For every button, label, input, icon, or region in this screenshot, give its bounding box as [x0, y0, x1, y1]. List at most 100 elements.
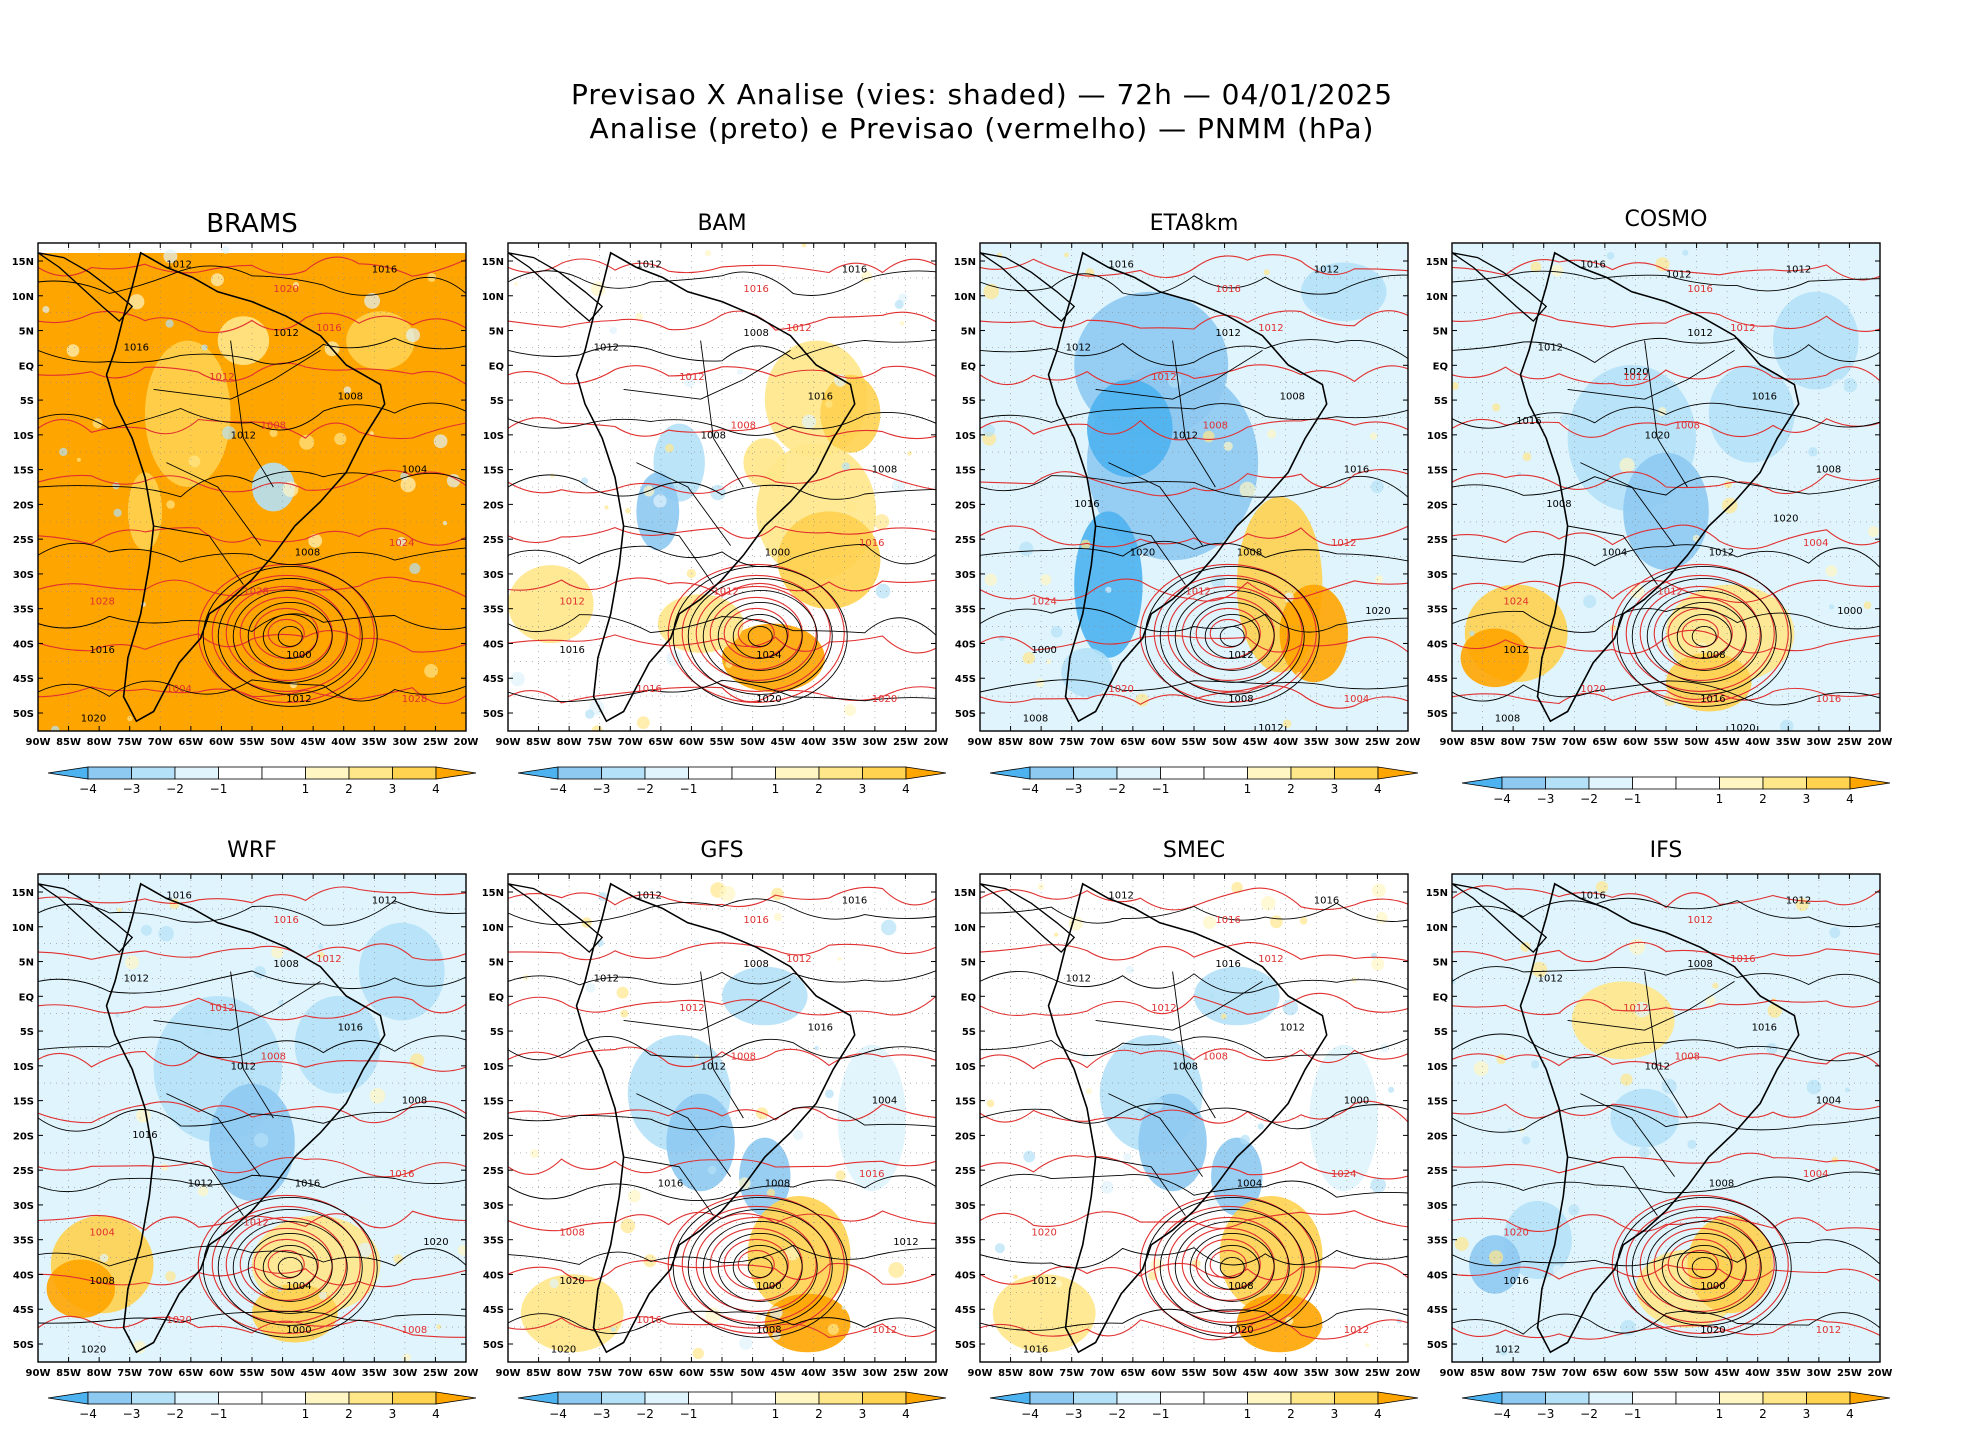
- forecast-isobar-label: 1012: [679, 372, 704, 383]
- lat-tick-label: 15S: [955, 1097, 976, 1108]
- lon-tick-label: 45W: [301, 737, 326, 748]
- colorbar-label: −1: [1624, 792, 1642, 806]
- lon-tick-label: 40W: [801, 1368, 826, 1379]
- colorbar-label: −2: [1108, 782, 1126, 796]
- south-america-coastline: [105, 251, 386, 723]
- lat-tick-label: 10S: [13, 1062, 34, 1073]
- lat-tick-label: 35S: [1427, 1236, 1448, 1247]
- lon-tick-label: 60W: [209, 1368, 234, 1379]
- colorbar-segment: [1545, 776, 1590, 790]
- analysis-isobar: [38, 970, 466, 994]
- lat-tick-label: 5N: [489, 327, 504, 338]
- analysis-isobar-label: 1012: [1538, 974, 1563, 985]
- analysis-isobar-label: 1000: [1700, 1281, 1725, 1292]
- lat-tick-label: 25S: [955, 535, 976, 546]
- lat-tick-label: 15N: [12, 257, 34, 268]
- analysis-isobar: [1452, 680, 1880, 706]
- forecast-isobar-label: 1016: [1687, 284, 1712, 295]
- forecast-isobar: [1452, 524, 1880, 550]
- panel-title-wrf: WRF: [227, 838, 277, 863]
- lat-tick-label: EQ: [1433, 992, 1448, 1003]
- lat-tick-label: 30S: [483, 570, 504, 581]
- colorbar-segment: [688, 1391, 733, 1405]
- bias-region: [743, 438, 787, 487]
- colorbar-label: 3: [1803, 792, 1811, 806]
- lon-tick-label: 50W: [1684, 737, 1709, 748]
- bias-region: [1708, 365, 1795, 463]
- forecast-isobar-label: 1020: [1031, 1227, 1056, 1238]
- colorbar-segment: [1203, 1391, 1248, 1405]
- lon-tick-label: 45W: [1715, 737, 1740, 748]
- lat-tick-label: 45S: [483, 1305, 504, 1316]
- south-america-coastline: [1047, 251, 1328, 723]
- forecast-isobar: [980, 1262, 1408, 1285]
- lon-tick-label: 80W: [1029, 1368, 1054, 1379]
- analysis-isobar-label: 1016: [124, 343, 149, 354]
- colorbar-label: −3: [1537, 1407, 1555, 1421]
- colorbar-label: −2: [166, 1407, 184, 1421]
- lat-tick-label: 30S: [1427, 570, 1448, 581]
- forecast-isobar-label: 1012: [1258, 954, 1283, 965]
- colorbar-label: −1: [680, 782, 698, 796]
- colorbar-label: −3: [1065, 782, 1083, 796]
- forecast-isobar: [38, 527, 466, 546]
- analysis-isobar: [508, 1106, 936, 1131]
- forecast-isobar-label: 1008: [1203, 421, 1228, 432]
- analysis-isobar-label: 1016: [1215, 959, 1240, 970]
- lon-tick-label: 65W: [648, 1368, 673, 1379]
- lon-tick-label: 60W: [679, 737, 704, 748]
- lon-tick-label: 45W: [1243, 737, 1268, 748]
- colorbar-segment: [1806, 1391, 1851, 1405]
- forecast-isobar: [508, 886, 936, 908]
- analysis-isobar: [980, 1173, 1408, 1198]
- analysis-isobar: [508, 970, 936, 986]
- lat-tick-label: 10N: [1426, 292, 1448, 303]
- lat-tick-label: 15N: [482, 888, 504, 899]
- lon-tick-label: 45W: [301, 1368, 326, 1379]
- forecast-isobar: [508, 1260, 936, 1285]
- central-america-coastline: [508, 252, 604, 323]
- analysis-isobar-label: 1020: [1730, 723, 1755, 734]
- analysis-isobar: [508, 474, 936, 500]
- forecast-isobar: [1452, 418, 1880, 438]
- bias-region: [1469, 1235, 1521, 1294]
- analysis-isobar-label: 1008: [743, 328, 768, 339]
- lat-tick-label: 40S: [1427, 1270, 1448, 1281]
- analysis-isobar-label: 1016: [1752, 391, 1777, 402]
- forecast-isobar-label: 1016: [636, 684, 661, 695]
- forecast-isobar: [508, 258, 936, 274]
- analysis-isobar-label: 1012: [893, 1237, 918, 1248]
- lat-tick-label: 35S: [13, 605, 34, 616]
- forecast-isobar: [508, 417, 936, 440]
- analysis-isobar-label: 1000: [286, 650, 311, 661]
- lat-tick-label: 10N: [954, 292, 976, 303]
- colorbar-label: −1: [1152, 1407, 1170, 1421]
- lat-tick-label: 30S: [13, 570, 34, 581]
- lat-tick-label: 10S: [955, 1062, 976, 1073]
- lon-tick-label: 50W: [1212, 737, 1237, 748]
- lon-tick-label: 65W: [1120, 737, 1145, 748]
- colorbar-segment: [1334, 766, 1379, 780]
- forecast-isobar: [1452, 1214, 1880, 1233]
- lon-tick-label: 30W: [392, 737, 417, 748]
- forecast-isobar-label: 1012: [1687, 915, 1712, 926]
- colorbar-label: −2: [1580, 1407, 1598, 1421]
- bias-region: [1751, 971, 1838, 1070]
- lat-tick-label: EQ: [1433, 361, 1448, 372]
- lat-tick-label: 20S: [483, 1131, 504, 1142]
- bias-region: [1623, 452, 1709, 570]
- lon-tick-label: 35W: [1776, 737, 1801, 748]
- analysis-isobar: [38, 1174, 466, 1193]
- forecast-isobar-label: 1008: [402, 1325, 427, 1336]
- forecast-isobar: [980, 1155, 1408, 1180]
- analysis-isobar-label: 1012: [594, 974, 619, 985]
- analysis-isobar-label: 1012: [1786, 896, 1811, 907]
- analysis-isobar: [38, 1245, 466, 1267]
- analysis-isobar: [1452, 897, 1880, 928]
- forecast-isobar-label: 1012: [1151, 372, 1176, 383]
- lon-tick-label: 50W: [740, 737, 765, 748]
- lat-tick-label: 10N: [482, 292, 504, 303]
- lon-tick-label: 30W: [1806, 1368, 1831, 1379]
- colorbar-segment: [1116, 1391, 1161, 1405]
- forecast-isobar: [508, 468, 936, 494]
